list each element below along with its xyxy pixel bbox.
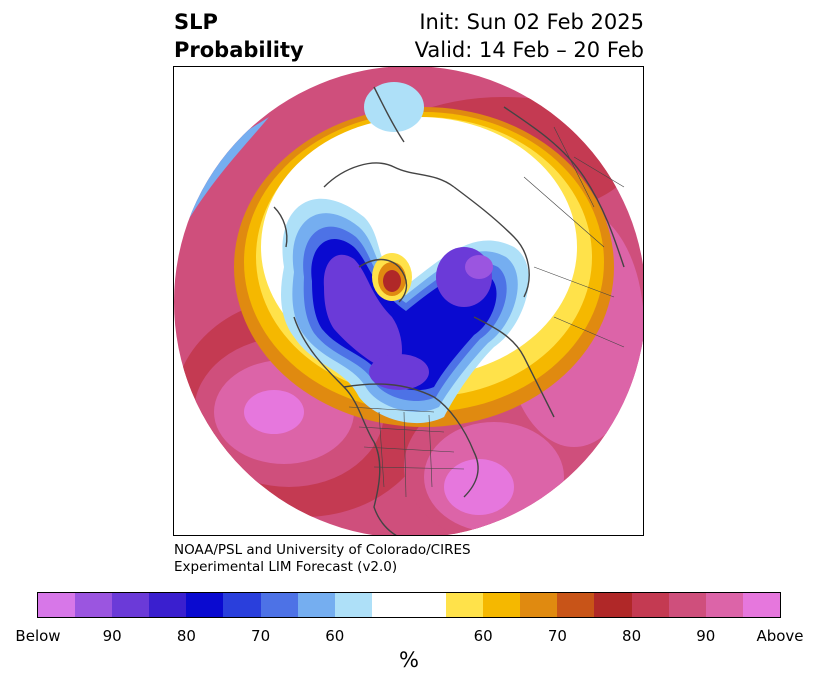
colorbar-tick-label: 70: [251, 627, 271, 645]
colorbar-tick-label: Below: [15, 627, 61, 645]
colorbar-tick-label: 70: [547, 627, 567, 645]
colorbar-segment: [594, 593, 632, 617]
map-svg: [174, 67, 643, 535]
colorbar-segment: [297, 593, 335, 617]
colorbar-tick-label: 90: [102, 627, 122, 645]
colorbar-segment: [557, 593, 595, 617]
title-right: Init: Sun 02 Feb 2025 Valid: 14 Feb – 20…: [415, 8, 644, 64]
colorbar-segment: [149, 593, 187, 617]
probability-field: [174, 67, 643, 535]
colorbar-segment: [186, 593, 224, 617]
colorbar-tick-label: 90: [696, 627, 716, 645]
credit-text: NOAA/PSL and University of Colorado/CIRE…: [174, 542, 471, 576]
colorbar-segment: [38, 593, 76, 617]
colorbar-segment: [223, 593, 261, 617]
colorbar-segment: [520, 593, 558, 617]
init-date: Init: Sun 02 Feb 2025: [419, 10, 644, 34]
colorbar-segment: [483, 593, 521, 617]
colorbar-segment: [742, 593, 780, 617]
title-type: Probability: [174, 38, 304, 62]
colorbar-segment: [334, 593, 372, 617]
colorbar-segment: [668, 593, 706, 617]
colorbar-segment: [112, 593, 150, 617]
colorbar-segment: [371, 593, 447, 617]
colorbar-tick-label: 80: [622, 627, 642, 645]
credit-line-2: Experimental LIM Forecast (v2.0): [174, 559, 398, 575]
colorbar-tick-label: 60: [325, 627, 345, 645]
colorbar-segment: [75, 593, 113, 617]
title-variable: SLP: [174, 10, 218, 34]
colorbar-segment: [705, 593, 743, 617]
valid-range: Valid: 14 Feb – 20 Feb: [414, 38, 644, 62]
colorbar-tick-label: 80: [176, 627, 196, 645]
colorbar-segment: [631, 593, 669, 617]
title-left: SLP Probability: [174, 8, 304, 64]
colorbar-segment: [446, 593, 484, 617]
colorbar-tick-label: Above: [756, 627, 804, 645]
coastlines: [273, 86, 625, 535]
political-borders: [348, 126, 625, 498]
colorbar-segment: [260, 593, 298, 617]
credit-line-1: NOAA/PSL and University of Colorado/CIRE…: [174, 542, 471, 558]
forecast-map: [173, 66, 644, 536]
colorbar-unit: %: [399, 648, 419, 672]
colorbar: [37, 592, 781, 618]
colorbar-tick-label: 60: [473, 627, 493, 645]
